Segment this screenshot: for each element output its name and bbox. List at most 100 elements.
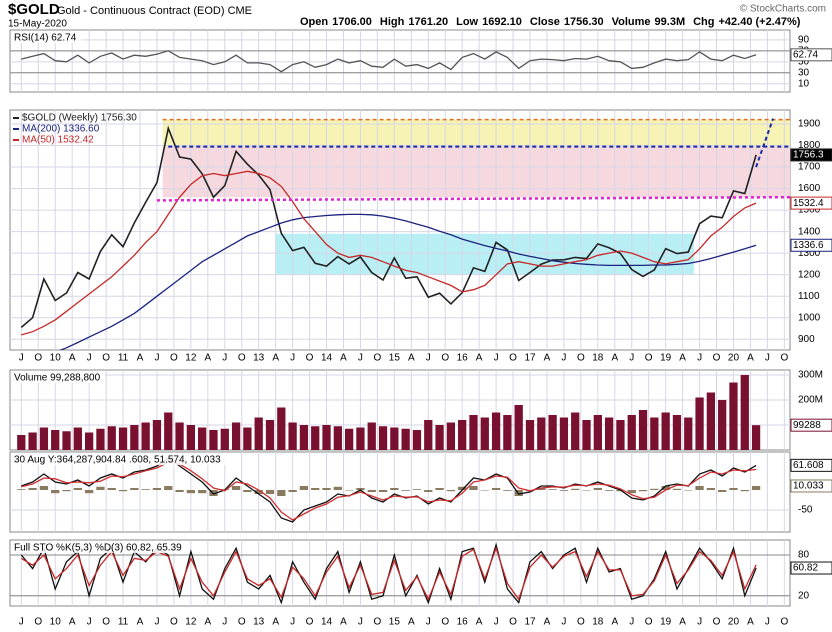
last-value-box: [790, 458, 832, 472]
y-tick-label: 1300: [798, 248, 821, 259]
x-tick-label: A: [340, 617, 347, 628]
x-tick-label: O: [441, 353, 449, 364]
series-line: [21, 461, 757, 521]
quote-item: 99.3M: [655, 16, 686, 28]
bar: [469, 486, 478, 490]
bar: [412, 489, 422, 490]
bar: [220, 428, 229, 450]
bar: [84, 490, 94, 494]
bar: [650, 417, 659, 450]
bar: [265, 420, 275, 450]
y-tick-label: 1700: [798, 162, 821, 173]
x-tick-label: J: [426, 617, 431, 628]
bar: [378, 426, 388, 450]
quote-item: Volume: [612, 16, 651, 28]
bar: [288, 422, 297, 450]
bar: [164, 486, 173, 490]
bar: [401, 428, 410, 450]
last-value-label: 10.033: [793, 481, 824, 492]
bar: [458, 420, 467, 450]
bar: [503, 490, 512, 491]
series-line: [21, 170, 757, 336]
x-tick-label: J: [358, 353, 363, 364]
bar: [751, 485, 761, 490]
bar: [356, 427, 365, 450]
bar: [62, 490, 71, 492]
bar: [559, 490, 569, 491]
bar: [638, 490, 648, 492]
y-tick-label: 1500: [798, 205, 821, 216]
bar: [537, 417, 546, 450]
bar: [684, 417, 693, 450]
title-bg: [11, 541, 187, 553]
panel-title: 30 Aug Y:364,287,904.84 .608, 51.574, 10…: [14, 455, 221, 466]
bar: [480, 490, 489, 491]
y-tick-label: 50: [798, 56, 810, 67]
x-tick-label: A: [611, 617, 618, 628]
last-value-label: 62.74: [793, 49, 818, 60]
quote-item: Chg: [693, 16, 714, 28]
bar: [17, 489, 26, 490]
x-tick-label: O: [238, 353, 246, 364]
bar: [672, 488, 682, 490]
last-value-box: [790, 196, 832, 210]
x-tick-label: 10: [50, 617, 62, 628]
quote-item: 1761.20: [408, 16, 448, 28]
bar: [593, 488, 602, 490]
plot-area: [10, 452, 790, 532]
legend-label: $GOLD (Weekly) 1756.30: [22, 113, 137, 124]
quote-item: Low: [456, 16, 478, 28]
bar: [277, 490, 286, 496]
x-tick-label: J: [765, 617, 770, 628]
bar: [469, 415, 478, 450]
last-value-label: 1532.4: [793, 198, 824, 209]
bar: [198, 427, 207, 450]
x-tick-label: J: [290, 617, 295, 628]
bar: [390, 488, 399, 490]
y-tick-label: 20: [798, 590, 810, 601]
bar: [582, 490, 591, 491]
quote-item: High: [380, 16, 405, 28]
date: 15-May-2020: [8, 19, 67, 30]
bar: [231, 486, 241, 490]
x-tick-label: J: [697, 617, 702, 628]
bar: [299, 425, 309, 450]
bar: [333, 486, 342, 490]
x-tick-label: 17: [524, 353, 536, 364]
bar: [571, 412, 580, 450]
x-tick-label: O: [509, 617, 517, 628]
quote-item: 1692.10: [482, 16, 522, 28]
title-bg: [11, 31, 82, 43]
bar: [638, 410, 648, 450]
bar: [73, 488, 82, 490]
x-tick-label: 20: [728, 617, 740, 628]
x-tick-label: 20: [728, 353, 740, 364]
x-tick-label: 14: [321, 617, 333, 628]
bar: [28, 488, 37, 490]
zone: [162, 146, 790, 198]
y-tick-label: 10: [798, 78, 810, 89]
bar: [604, 490, 614, 491]
legend-swatch: [13, 139, 19, 141]
bar: [695, 486, 704, 490]
bar: [627, 415, 636, 450]
bar: [186, 425, 196, 450]
bar: [367, 422, 376, 450]
bar: [209, 430, 218, 450]
quote-item: +42.40 (+2.47%): [719, 16, 801, 28]
x-tick-label: J: [154, 617, 159, 628]
x-tick-label: O: [102, 353, 110, 364]
x-tick-label: 19: [660, 617, 672, 628]
x-tick-label: J: [154, 353, 159, 364]
bar: [254, 417, 263, 450]
bar: [130, 488, 139, 490]
bar: [62, 431, 71, 450]
bar: [378, 490, 388, 492]
bar: [593, 415, 602, 450]
bar: [367, 490, 376, 492]
x-tick-label: A: [679, 353, 686, 364]
series-line: [21, 50, 757, 73]
bar: [695, 397, 704, 450]
quote-item: 1756.30: [564, 16, 604, 28]
